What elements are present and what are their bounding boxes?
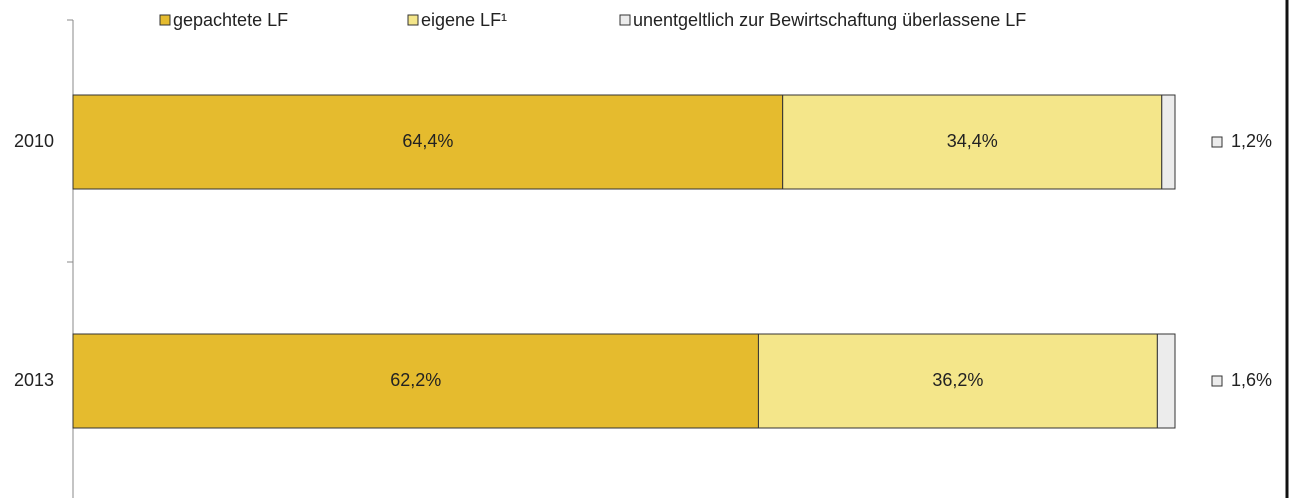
y-tick-label: 2013 xyxy=(14,370,54,390)
data-label: 1,2% xyxy=(1231,131,1272,151)
data-label-marker xyxy=(1211,375,1223,387)
legend-swatch xyxy=(407,14,419,26)
y-tick-label: 2010 xyxy=(14,131,54,151)
legend-swatch xyxy=(159,14,171,26)
bar-segment xyxy=(72,94,784,190)
legend-label: eigene LF¹ xyxy=(421,10,507,30)
data-label: 1,6% xyxy=(1231,370,1272,390)
bar-segment xyxy=(782,94,1163,190)
legend-swatch xyxy=(619,14,631,26)
data-label-marker xyxy=(1211,136,1223,148)
legend-label: gepachtete LF xyxy=(173,10,288,30)
bar-segment xyxy=(757,333,1158,429)
bar-segment xyxy=(72,333,759,429)
data-label: 34,4% xyxy=(947,131,998,151)
legend-label: unentgeltlich zur Bewirtschaftung überla… xyxy=(633,10,1026,30)
data-label: 64,4% xyxy=(402,131,453,151)
bar-segment xyxy=(1161,94,1176,190)
data-label: 62,2% xyxy=(390,370,441,390)
bar-segment xyxy=(1156,333,1176,429)
data-label: 36,2% xyxy=(932,370,983,390)
